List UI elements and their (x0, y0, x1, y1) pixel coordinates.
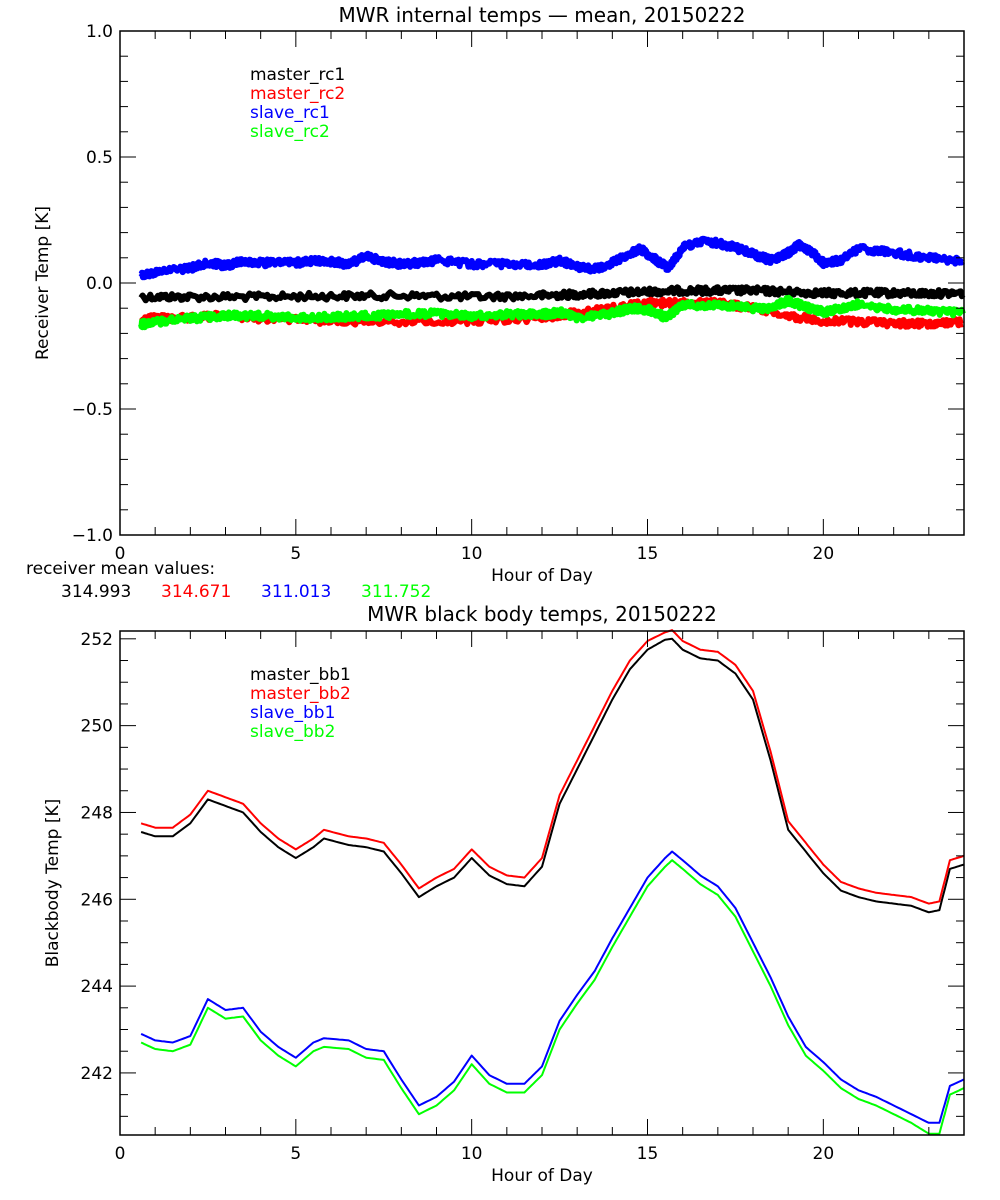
annotation-label: receiver mean values: (26, 559, 215, 579)
legend-item-slave-rc1: slave_rc1 (250, 103, 330, 123)
series-line-master-bb1 (140, 637, 965, 914)
x-tick-labels: 0 5 10 15 20 (115, 544, 835, 564)
y-axis-label: Blackbody Temp [K] (43, 799, 63, 968)
legend-item-slave-bb2: slave_bb2 (250, 722, 335, 742)
plot-area-series (140, 629, 965, 1135)
x-axis-label: Hour of Day (491, 566, 593, 586)
series-line-master-bb2 (140, 629, 965, 905)
plot-frame (119, 630, 965, 1136)
legend: master_rc1 master_rc2 slave_rc1 slave_rc… (250, 65, 345, 142)
x-tick-label: 5 (290, 544, 301, 564)
y-tick-label: 0.0 (86, 274, 113, 294)
plot-frame (119, 30, 965, 536)
x-tick-label: 10 (461, 544, 483, 564)
y-tick-labels: 242 244 246 248 250 252 (81, 630, 113, 1084)
axis-ticks (119, 631, 965, 1135)
internal-temps-chart: MWR internal temps — mean, 20150222 0 5 10… (26, 3, 966, 602)
y-tick-label: 250 (81, 717, 113, 737)
x-tick-label: 0 (115, 1144, 126, 1164)
y-tick-label: 1.0 (86, 22, 113, 42)
legend-item-master-bb2: master_bb2 (250, 684, 351, 704)
y-tick-labels: −1.0 −0.5 0.0 0.5 1.0 (72, 22, 113, 546)
legend: master_bb1 master_bb2 slave_bb1 slave_bb… (250, 665, 351, 742)
x-axis-label: Hour of Day (491, 1166, 593, 1186)
y-tick-label: 242 (81, 1064, 113, 1084)
y-tick-label: −1.0 (72, 526, 113, 546)
series-line-master-rc1 (138, 284, 966, 304)
y-tick-label: 0.5 (86, 148, 113, 168)
y-tick-label: 248 (81, 803, 113, 823)
x-tick-labels: 0 5 10 15 20 (115, 1144, 835, 1164)
chart-title: MWR internal temps — mean, 20150222 (338, 3, 745, 27)
y-tick-label: 244 (81, 977, 113, 997)
legend-item-slave-rc2: slave_rc2 (250, 122, 330, 142)
axis-ticks (119, 30, 965, 536)
series-line-slave-bb1 (140, 850, 965, 1124)
y-axis-label: Receiver Temp [K] (33, 206, 53, 360)
x-tick-label: 20 (813, 544, 835, 564)
annotation-value-master-rc2: 314.671 (161, 582, 231, 602)
annotation-value-master-rc1: 314.993 (61, 582, 131, 602)
chart-title: MWR black body temps, 20150222 (367, 602, 717, 626)
legend-item-slave-bb1: slave_bb1 (250, 703, 335, 723)
receiver-mean-annotation: receiver mean values: 314.993 314.671 31… (26, 559, 431, 602)
x-tick-label: 20 (813, 1144, 835, 1164)
x-tick-label: 5 (290, 1144, 301, 1164)
legend-item-master-rc2: master_rc2 (250, 84, 345, 104)
blackbody-temps-chart: MWR black body temps, 20150222 0 5 10 15 20 … (43, 602, 965, 1186)
x-tick-label: 0 (115, 544, 126, 564)
y-tick-label: 246 (81, 890, 113, 910)
y-tick-label: 252 (81, 630, 113, 650)
annotation-value-slave-rc1: 311.013 (261, 582, 331, 602)
y-tick-label: −0.5 (72, 400, 113, 420)
legend-item-master-rc1: master_rc1 (250, 65, 345, 85)
series-line-slave-rc1 (138, 235, 965, 281)
series-line-slave-bb2 (140, 859, 965, 1135)
annotation-value-slave-rc2: 311.752 (361, 582, 431, 602)
x-tick-label: 15 (637, 544, 659, 564)
legend-item-master-bb1: master_bb1 (250, 665, 351, 685)
plot-area-series (138, 235, 966, 331)
x-tick-label: 15 (637, 1144, 659, 1164)
x-tick-label: 10 (461, 1144, 483, 1164)
series-line-slave-rc2 (138, 294, 966, 331)
